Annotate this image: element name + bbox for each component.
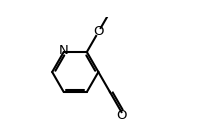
Text: O: O xyxy=(116,109,127,122)
Text: O: O xyxy=(93,25,104,38)
Text: N: N xyxy=(59,44,69,57)
